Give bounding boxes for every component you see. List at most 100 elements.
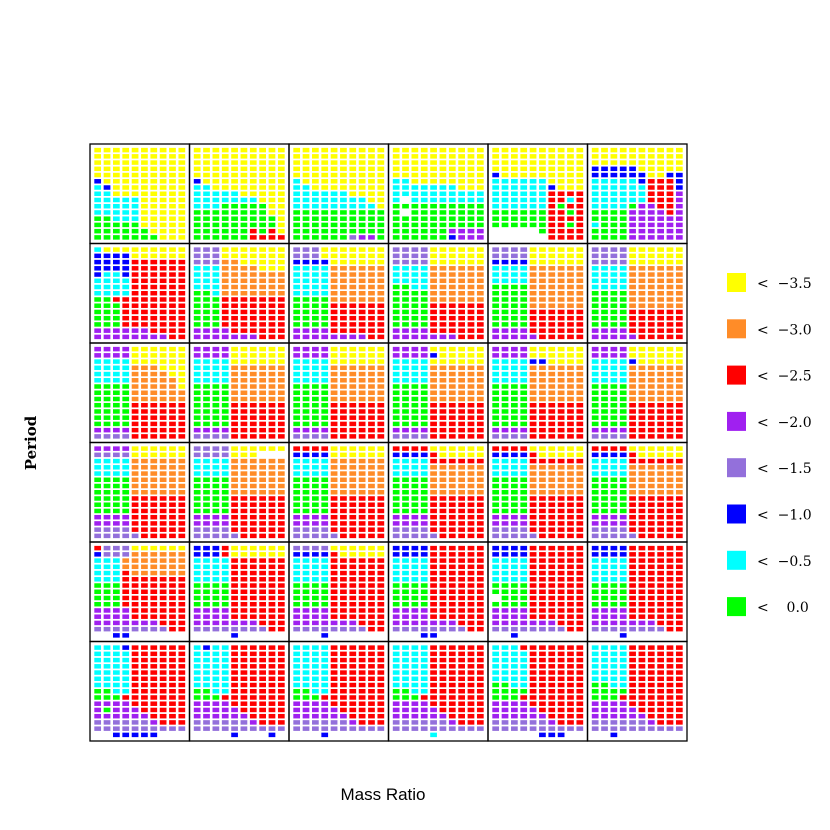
heatmap-cell	[169, 191, 176, 196]
heatmap-cell	[203, 564, 210, 570]
heatmap-cell	[312, 707, 319, 713]
heatmap-cell	[259, 595, 266, 601]
heatmap-cell	[178, 390, 186, 395]
heatmap-cell	[113, 266, 120, 271]
heatmap-cell	[268, 278, 276, 284]
heatmap-cell	[576, 266, 584, 271]
heatmap-cell	[312, 365, 319, 371]
heatmap-cell	[439, 166, 447, 172]
heatmap-cell	[321, 583, 329, 588]
heatmap-cell	[657, 490, 664, 495]
heatmap-cell	[548, 266, 556, 271]
heatmap-cell	[358, 334, 366, 340]
heatmap-cell	[268, 247, 276, 252]
heatmap-cell	[467, 365, 475, 371]
heatmap-cell	[103, 284, 111, 290]
heatmap-cell	[103, 303, 111, 308]
heatmap-cell	[159, 166, 167, 172]
heatmap-cell	[268, 390, 276, 395]
heatmap-cell	[94, 297, 102, 302]
heatmap-cell	[268, 222, 276, 228]
heatmap-cell	[448, 490, 456, 495]
heatmap-cell	[293, 726, 301, 731]
heatmap-cell	[576, 608, 584, 613]
heatmap-cell	[610, 322, 618, 327]
heatmap-cell	[159, 228, 167, 234]
heatmap-cell	[293, 216, 301, 221]
heatmap-cell	[94, 216, 102, 221]
heatmap-cell	[122, 378, 130, 383]
heatmap-cell	[629, 197, 636, 203]
heatmap-cell	[529, 533, 537, 539]
heatmap-cell	[619, 315, 627, 321]
heatmap-cell	[141, 166, 148, 172]
heatmap-cell	[458, 626, 465, 632]
heatmap-cell	[221, 222, 229, 228]
heatmap-cell	[392, 589, 400, 594]
heatmap-cell	[520, 334, 528, 340]
heatmap-cell	[492, 315, 500, 321]
heatmap-cell	[377, 315, 385, 321]
heatmap-cell	[402, 626, 409, 632]
heatmap-cell	[402, 291, 409, 296]
heatmap-cell	[330, 458, 338, 464]
heatmap-cell	[567, 577, 574, 582]
heatmap-cell	[675, 558, 683, 563]
heatmap-cell	[212, 682, 220, 688]
heatmap-cell	[557, 185, 565, 190]
heatmap-cell	[212, 626, 220, 632]
heatmap-cell	[249, 197, 257, 203]
heatmap-cell	[141, 421, 148, 427]
heatmap-cell	[259, 303, 266, 308]
heatmap-cell	[169, 707, 176, 713]
heatmap-cell	[293, 210, 301, 215]
heatmap-cell	[520, 328, 528, 333]
heatmap-cell	[467, 670, 475, 675]
heatmap-cell	[159, 415, 167, 420]
heatmap-cell	[349, 552, 357, 557]
heatmap-cell	[349, 322, 357, 327]
heatmap-cell	[259, 651, 266, 657]
heatmap-cell	[212, 458, 220, 464]
heatmap-cell	[302, 477, 310, 483]
heatmap-cell	[178, 614, 186, 619]
heatmap-cell	[448, 359, 456, 364]
heatmap-cell	[467, 527, 475, 532]
heatmap-cell	[675, 371, 683, 377]
heatmap-cell	[321, 166, 329, 172]
heatmap-cell	[411, 427, 419, 433]
heatmap-cell	[666, 452, 674, 458]
heatmap-cell	[411, 465, 419, 470]
heatmap-cell	[476, 384, 484, 389]
heatmap-cell	[638, 521, 646, 526]
heatmap-cell	[675, 508, 683, 514]
heatmap-cell	[430, 334, 437, 340]
heatmap-cell	[548, 315, 556, 321]
heatmap-cell	[103, 471, 111, 476]
heatmap-cell	[647, 328, 655, 333]
heatmap-cell	[467, 247, 475, 252]
heatmap-cell	[529, 496, 537, 501]
heatmap-cell	[131, 527, 139, 532]
heatmap-cell	[411, 197, 419, 203]
heatmap-cell	[377, 458, 385, 464]
heatmap-cell	[675, 154, 683, 159]
heatmap-cell	[169, 564, 176, 570]
heatmap-cell	[666, 203, 674, 209]
heatmap-cell	[340, 589, 347, 594]
heatmap-cell	[439, 247, 447, 252]
heatmap-cell	[268, 371, 276, 377]
heatmap-cell	[402, 427, 409, 433]
heatmap-cell	[420, 365, 428, 371]
heatmap-cell	[231, 315, 238, 321]
heatmap-cell	[277, 434, 285, 439]
heatmap-cell	[476, 664, 484, 669]
heatmap-cell	[340, 465, 347, 470]
heatmap-cell	[312, 545, 319, 551]
heatmap-cell	[647, 614, 655, 619]
heatmap-cell	[411, 614, 419, 619]
heatmap-cell	[675, 272, 683, 277]
heatmap-cell	[150, 328, 158, 333]
heatmap-cell	[193, 291, 201, 296]
heatmap-cell	[368, 682, 375, 688]
